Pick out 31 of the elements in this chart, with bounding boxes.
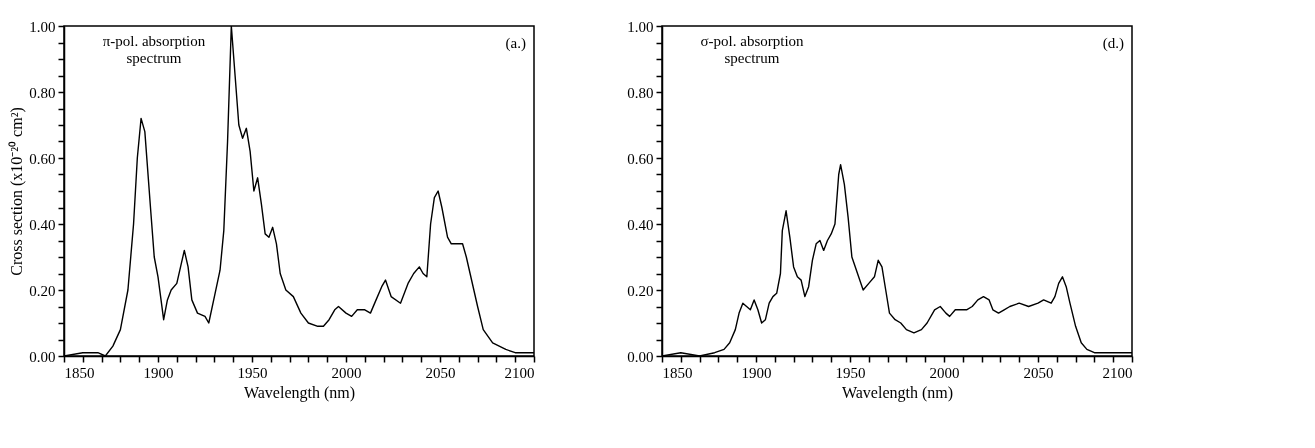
y-tick-label: 0.40 — [627, 216, 654, 233]
y-tick-label: 0.00 — [627, 348, 654, 365]
y-tick-label: 0.20 — [29, 282, 56, 299]
x-tick-label: 1850 — [64, 364, 95, 381]
x-tick-label: 2100 — [504, 364, 535, 381]
x-tick-label: 2000 — [929, 364, 960, 381]
x-tick-label: 2000 — [331, 364, 362, 381]
x-tick-label: 1950 — [835, 364, 866, 381]
y-tick-label: 0.80 — [627, 84, 654, 101]
y-tick-label: 0.00 — [29, 348, 56, 365]
y-tick-label: 0.80 — [29, 84, 56, 101]
annotation: (d.) — [1102, 35, 1124, 52]
x-axis-title: Wavelength (nm) — [841, 383, 954, 402]
y-tick-label: 0.40 — [29, 216, 56, 233]
y-tick-label: 1.00 — [29, 18, 56, 35]
y-tick-label: 0.60 — [627, 150, 654, 167]
annotation: π-pol. absorption spectrum — [102, 33, 206, 66]
y-tick-label: 1.00 — [627, 18, 654, 35]
x-tick-label: 2050 — [425, 364, 456, 381]
annotation: σ-pol. absorption spectrum — [700, 33, 805, 66]
x-axis-title: Wavelength (nm) — [243, 383, 356, 402]
annotation: (a.) — [505, 35, 526, 52]
x-tick-label: 1950 — [237, 364, 268, 381]
x-tick-label: 1900 — [741, 364, 772, 381]
x-tick-label: 2100 — [1102, 364, 1133, 381]
x-tick-label: 1850 — [662, 364, 693, 381]
y-tick-label: 0.20 — [627, 282, 654, 299]
y-axis-title: Cross section (x10⁻²⁰ cm²) — [8, 107, 27, 276]
x-tick-label: 2050 — [1023, 364, 1054, 381]
x-tick-label: 1900 — [143, 364, 174, 381]
y-tick-label: 0.60 — [29, 150, 56, 167]
